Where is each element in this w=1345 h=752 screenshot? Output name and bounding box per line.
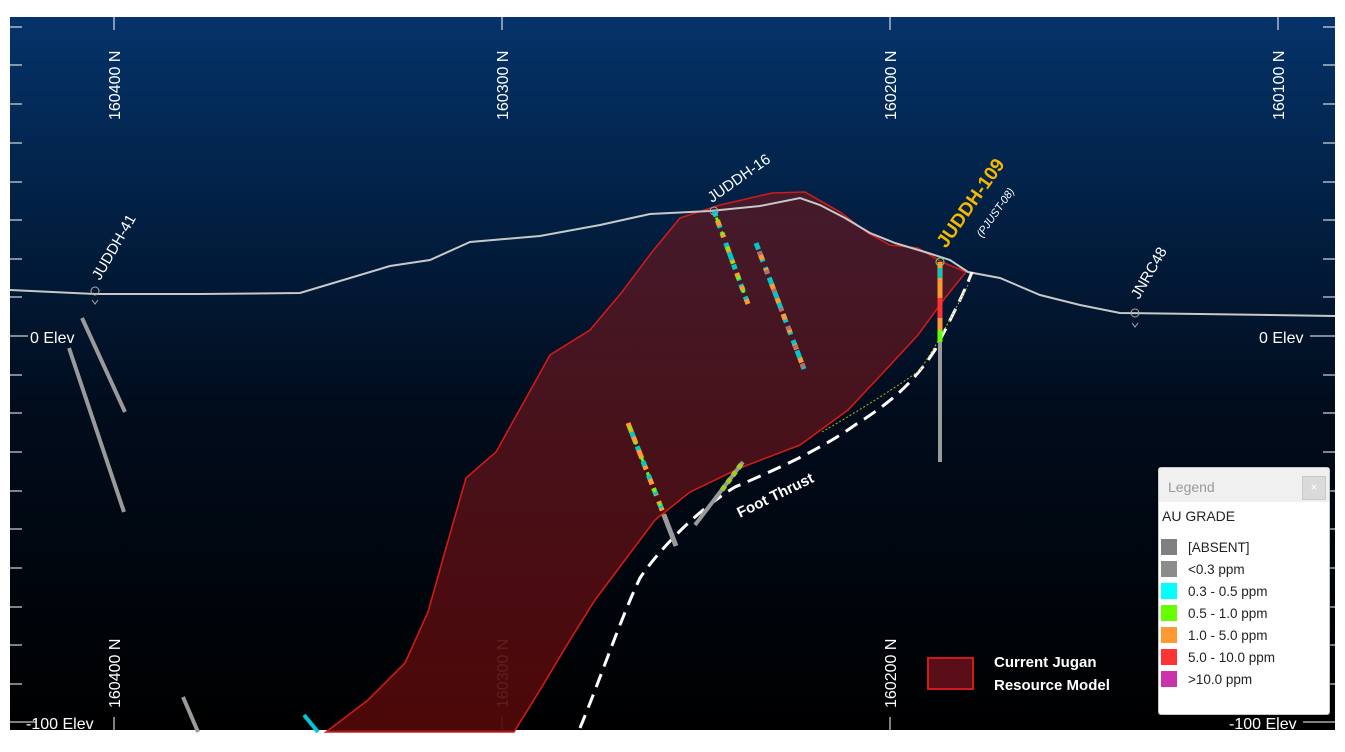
resource-model-label-line1: Current Jugan bbox=[994, 654, 1097, 671]
northing-label-top-2: 160300 N bbox=[495, 51, 512, 120]
collar-markers bbox=[90, 206, 1140, 328]
northing-label-bottom-3: 160200 N bbox=[883, 639, 900, 708]
topography-line bbox=[9, 196, 1336, 317]
legend-item-label: >10.0 ppm bbox=[1188, 671, 1253, 687]
legend-panel[interactable]: Legend × AU GRADE [ABSENT] <0.3 ppm 0.3 … bbox=[1158, 467, 1330, 715]
drillhole-trace-cyan bbox=[302, 713, 320, 734]
resource-model-swatch bbox=[927, 657, 974, 690]
resource-model-label-line2: Resource Model bbox=[994, 677, 1110, 694]
legend-item-gt-10-0: >10.0 ppm bbox=[1161, 670, 1252, 688]
legend-item-0-3-0-5: 0.3 - 0.5 ppm bbox=[1161, 582, 1268, 600]
legend-swatch bbox=[1161, 649, 1177, 665]
legend-item-label: 0.5 - 1.0 ppm bbox=[1188, 605, 1268, 621]
grid-ticks bbox=[10, 17, 1335, 730]
legend-item-0-5-1-0: 0.5 - 1.0 ppm bbox=[1161, 604, 1268, 622]
legend-swatch bbox=[1161, 671, 1177, 687]
legend-swatch bbox=[1161, 627, 1177, 643]
northing-label-bottom-1: 160400 N bbox=[107, 639, 124, 708]
foot-thrust-fault bbox=[578, 271, 974, 729]
legend-item-label: 5.0 - 10.0 ppm bbox=[1188, 649, 1276, 665]
legend-item-label: 0.3 - 0.5 ppm bbox=[1188, 583, 1268, 599]
legend-header[interactable]: Legend × bbox=[1159, 468, 1329, 502]
legend-item-absent: [ABSENT] bbox=[1161, 538, 1250, 556]
thrust-trace-detail bbox=[821, 284, 969, 433]
elevation-label-zero-left: 0 Elev bbox=[30, 330, 74, 347]
resource-model-shape[interactable] bbox=[323, 191, 968, 733]
legend-title: Legend bbox=[1168, 479, 1215, 495]
legend-subtitle: AU GRADE bbox=[1162, 508, 1236, 524]
legend-item-lt-0-3: <0.3 ppm bbox=[1161, 560, 1245, 578]
northing-label-top-3: 160200 N bbox=[883, 51, 900, 120]
legend-item-1-0-5-0: 1.0 - 5.0 ppm bbox=[1161, 626, 1268, 644]
assay-traces bbox=[625, 210, 943, 547]
elevation-label-minus100-left: -100 Elev bbox=[26, 716, 94, 733]
legend-swatch bbox=[1161, 583, 1177, 599]
elevation-label-minus100-right: -100 Elev bbox=[1229, 716, 1297, 733]
close-icon[interactable]: × bbox=[1302, 476, 1326, 500]
elevation-label-zero-right: 0 Elev bbox=[1259, 330, 1303, 347]
legend-swatch bbox=[1161, 539, 1177, 555]
northing-label-top-1: 160400 N bbox=[107, 51, 124, 120]
legend-item-label: 1.0 - 5.0 ppm bbox=[1188, 627, 1268, 643]
legend-item-5-0-10-0: 5.0 - 10.0 ppm bbox=[1161, 648, 1275, 666]
legend-item-label: <0.3 ppm bbox=[1188, 561, 1245, 577]
legend-swatch bbox=[1161, 605, 1177, 621]
northing-label-top-4: 160100 N bbox=[1271, 51, 1288, 120]
legend-swatch bbox=[1161, 561, 1177, 577]
legend-item-label: [ABSENT] bbox=[1188, 539, 1250, 555]
